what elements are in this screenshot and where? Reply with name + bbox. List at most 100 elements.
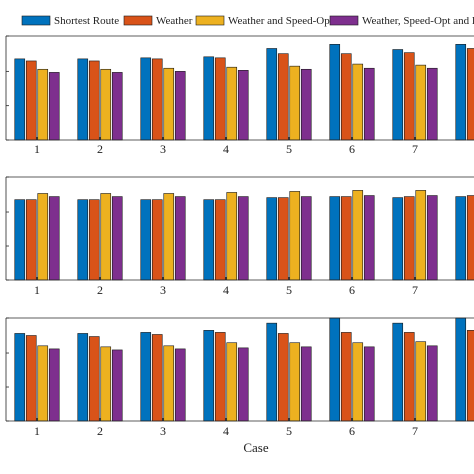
bar <box>363 67 375 141</box>
x-tick-label: 1 <box>34 283 40 297</box>
bar <box>289 65 301 141</box>
bar <box>48 196 60 281</box>
x-tick-label: 7 <box>412 424 418 438</box>
legend-label: Shortest Route <box>54 15 119 27</box>
x-tick-label: 4 <box>223 142 229 156</box>
bar <box>289 191 301 281</box>
bar <box>14 199 26 281</box>
bar <box>48 348 60 422</box>
bar <box>111 349 123 422</box>
bar <box>300 196 312 281</box>
bar <box>403 196 415 281</box>
bar <box>111 72 123 141</box>
x-tick-label: 2 <box>97 142 103 156</box>
legend-swatch <box>195 15 225 26</box>
bar <box>48 72 60 141</box>
x-tick-label: 7 <box>412 142 418 156</box>
bar <box>37 345 49 422</box>
bar <box>174 196 186 281</box>
bar <box>25 60 37 141</box>
bar <box>363 195 375 281</box>
bar <box>174 71 186 141</box>
bar <box>392 49 404 141</box>
bar <box>403 52 415 141</box>
bar <box>203 330 215 422</box>
x-tick-label: 2 <box>97 283 103 297</box>
x-tick-label: 5 <box>286 424 292 438</box>
bar <box>300 346 312 422</box>
x-axis-label: Case <box>243 440 269 455</box>
bar <box>266 322 278 422</box>
bar <box>226 342 238 422</box>
bar <box>214 332 226 422</box>
bar <box>340 196 352 281</box>
bar <box>340 332 352 422</box>
bar <box>300 68 312 141</box>
bar <box>88 336 100 422</box>
bar <box>77 333 89 422</box>
bar <box>415 190 427 281</box>
bar <box>329 44 341 141</box>
legend: Shortest Route Weather Weather and Speed-O… <box>21 15 474 27</box>
x-tick-label: 7 <box>412 283 418 297</box>
x-tick-label: 6 <box>349 424 355 438</box>
bar <box>88 199 100 281</box>
bar <box>77 58 89 141</box>
x-tick-label: 4 <box>223 283 229 297</box>
x-tick-label: 6 <box>349 283 355 297</box>
bar <box>140 57 152 141</box>
chart-panels: 123456781234567812345678 <box>5 35 474 438</box>
bar <box>203 199 215 281</box>
bar <box>25 335 37 422</box>
bar <box>111 196 123 281</box>
bar <box>415 341 427 422</box>
bar <box>100 193 112 281</box>
bar <box>352 190 364 281</box>
bar <box>226 66 238 141</box>
x-tick-label: 5 <box>286 283 292 297</box>
x-tick-label: 3 <box>160 142 166 156</box>
x-tick-label: 4 <box>223 424 229 438</box>
legend-swatch <box>329 15 359 26</box>
bar <box>214 199 226 281</box>
bar <box>237 70 249 141</box>
bar <box>466 195 474 281</box>
bar <box>277 197 289 281</box>
bar <box>277 333 289 422</box>
bar <box>163 193 175 281</box>
bar <box>77 199 89 281</box>
x-tick-label: 1 <box>34 424 40 438</box>
x-tick-label: 3 <box>160 283 166 297</box>
x-tick-label: 2 <box>97 424 103 438</box>
bar <box>37 193 49 281</box>
bar <box>352 342 364 422</box>
bar <box>415 64 427 141</box>
bar <box>140 199 152 281</box>
bar <box>237 196 249 281</box>
bar <box>329 196 341 281</box>
x-tick-label: 3 <box>160 424 166 438</box>
bar <box>88 60 100 141</box>
bar <box>100 68 112 141</box>
bar <box>226 192 238 281</box>
legend-swatch <box>123 15 153 26</box>
x-tick-label: 1 <box>34 142 40 156</box>
bar <box>455 44 467 141</box>
bar <box>426 67 438 141</box>
x-tick-label: 5 <box>286 142 292 156</box>
bar <box>329 317 341 422</box>
legend-label: Weather, Speed-Opt and R <box>362 15 474 27</box>
bar <box>455 196 467 281</box>
bar <box>392 322 404 422</box>
bar <box>151 199 163 281</box>
bar <box>100 346 112 422</box>
bar <box>151 334 163 422</box>
bar <box>466 330 474 422</box>
bar <box>403 332 415 422</box>
bar <box>266 197 278 281</box>
bar <box>37 68 49 141</box>
bar <box>140 332 152 422</box>
bar <box>237 347 249 422</box>
bar <box>455 317 467 422</box>
